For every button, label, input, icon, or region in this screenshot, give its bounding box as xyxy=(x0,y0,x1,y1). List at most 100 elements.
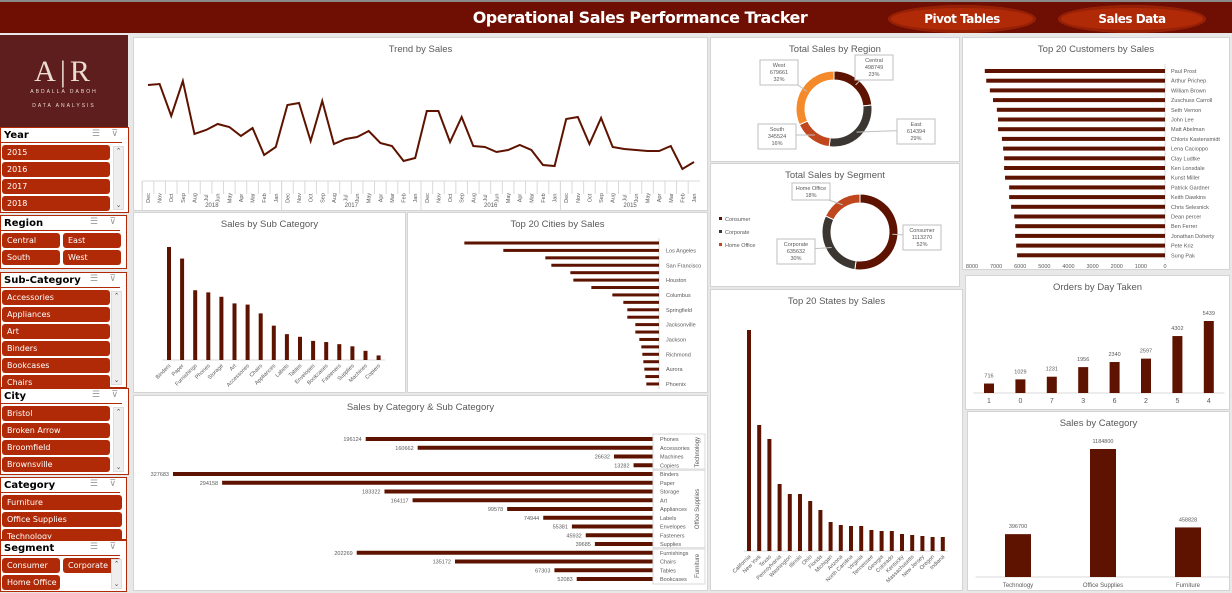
bar xyxy=(298,336,302,360)
multi-select-icon[interactable]: ☰ xyxy=(91,129,100,139)
x-tick-label: 6000 xyxy=(1014,264,1026,269)
slicer-item-2015[interactable]: 2015 xyxy=(2,145,110,160)
clear-filter-icon[interactable]: ⊽ xyxy=(109,217,116,227)
slice-label: East xyxy=(910,122,921,128)
bar xyxy=(828,522,833,551)
donut-slice-corporate xyxy=(821,215,857,271)
clear-filter-icon[interactable]: ⊽ xyxy=(111,390,118,400)
slicer-item-technology[interactable]: Technology xyxy=(2,529,122,539)
legend-swatch xyxy=(719,243,722,246)
slicer-item-corporate[interactable]: Corporate xyxy=(63,558,121,573)
customer-label: Clay Ludtke xyxy=(1171,156,1200,162)
slicer-title: Category xyxy=(4,480,56,491)
month-label: Nov xyxy=(297,193,303,203)
bar xyxy=(639,337,659,341)
customer-label: William Brown xyxy=(1171,88,1206,94)
scroll-up-icon[interactable]: ⌃ xyxy=(113,293,120,300)
scroll-down-icon[interactable]: ⌄ xyxy=(115,202,122,209)
logo-tagline: DATA ANALYSIS xyxy=(32,103,96,109)
bar xyxy=(1172,336,1183,393)
clear-filter-icon[interactable]: ⊽ xyxy=(111,129,118,139)
subcategory-label: Furnishings xyxy=(660,551,689,557)
slicer-scrollbar[interactable]: ⌃ ⌄ xyxy=(111,291,122,385)
slicer-item-central[interactable]: Central xyxy=(2,233,60,248)
pivot-tables-button[interactable]: Pivot Tables xyxy=(888,5,1036,33)
slicer-item-broken-arrow[interactable]: Broken Arrow xyxy=(2,423,110,438)
bar xyxy=(646,382,659,386)
bar xyxy=(920,536,925,551)
bar xyxy=(996,107,1165,112)
bar xyxy=(1014,214,1165,219)
slicer-header: Region ☰ ⊽ xyxy=(1,216,120,231)
legend-label: Consumer xyxy=(725,217,751,223)
data-label: 26632 xyxy=(595,455,610,461)
month-label: Dec xyxy=(564,193,570,203)
data-label-box xyxy=(902,224,942,251)
chart-title: Sales by Category & Sub Category xyxy=(347,402,495,413)
slicer-item-appliances[interactable]: Appliances xyxy=(2,307,110,322)
slicer-item-home-office[interactable]: Home Office xyxy=(2,575,60,590)
multi-select-icon[interactable]: ☰ xyxy=(89,217,98,227)
data-label: 2340 xyxy=(1108,352,1120,358)
slicer-scrollbar[interactable]: ⌃ ⌄ xyxy=(113,407,124,472)
slicer-item-2017[interactable]: 2017 xyxy=(2,179,110,194)
slice-label: Central xyxy=(865,58,883,64)
scroll-up-icon[interactable]: ⌃ xyxy=(115,409,122,416)
scroll-down-icon[interactable]: ⌄ xyxy=(113,377,120,384)
month-label: Jun xyxy=(355,194,361,203)
scroll-down-icon[interactable]: ⌄ xyxy=(113,581,120,588)
bar xyxy=(989,88,1165,93)
customer-label: Ben Ferrer xyxy=(1171,224,1197,230)
slicer-scrollbar[interactable]: ⌃ ⌄ xyxy=(113,146,124,210)
slicer-item-west[interactable]: West xyxy=(63,250,121,265)
bar xyxy=(507,507,653,511)
city-label: Springfield xyxy=(666,308,692,314)
slicer-title: Segment xyxy=(4,543,55,554)
bar xyxy=(859,526,864,551)
slicer-item-brownsville[interactable]: Brownsville xyxy=(2,457,110,472)
month-label: Aug xyxy=(471,193,477,203)
bar xyxy=(627,308,659,312)
bar xyxy=(798,494,802,551)
multi-select-icon[interactable]: ☰ xyxy=(91,390,100,400)
bar xyxy=(1003,146,1165,151)
multi-select-icon[interactable]: ☰ xyxy=(89,479,98,489)
slicer-item-art[interactable]: Art xyxy=(2,324,110,339)
data-label: 74944 xyxy=(524,516,539,522)
slicer-item-south[interactable]: South xyxy=(2,250,60,265)
city-label: Jackson xyxy=(666,337,686,343)
subcategory-label: Copiers xyxy=(660,463,679,469)
slicer-item-chairs[interactable]: Chairs xyxy=(2,375,110,387)
year-label: 2016 xyxy=(484,203,498,209)
month-label: Feb xyxy=(402,193,408,202)
slicer-item-accessories[interactable]: Accessories xyxy=(2,290,110,305)
slicer-item-2018[interactable]: 2018 xyxy=(2,196,110,211)
slicer-item-bookcases[interactable]: Bookcases xyxy=(2,358,110,373)
bar xyxy=(464,241,659,245)
bar xyxy=(645,375,659,379)
customer-label: Lena Cacioppo xyxy=(1171,147,1208,153)
scroll-down-icon[interactable]: ⌄ xyxy=(115,464,122,471)
clear-filter-icon[interactable]: ⊽ xyxy=(109,479,116,489)
multi-select-icon[interactable]: ☰ xyxy=(89,274,98,284)
bar xyxy=(554,568,653,573)
slicer-item-2016[interactable]: 2016 xyxy=(2,162,110,177)
scroll-up-icon[interactable]: ⌃ xyxy=(113,561,120,568)
slicer-item-broomfield[interactable]: Broomfield xyxy=(2,440,110,455)
subcategory-slicer: Sub-Category ☰ ⊽ Accessories Appliances Art Bi… xyxy=(0,272,127,388)
bar xyxy=(180,258,185,360)
slicer-item-binders[interactable]: Binders xyxy=(2,341,110,356)
slicer-scrollbar[interactable]: ⌃ ⌄ xyxy=(111,559,122,589)
clear-filter-icon[interactable]: ⊽ xyxy=(109,542,116,552)
clear-filter-icon[interactable]: ⊽ xyxy=(109,274,116,284)
slicer-item-furniture[interactable]: Furniture xyxy=(2,495,122,510)
sales-data-button[interactable]: Sales Data xyxy=(1058,5,1206,33)
multi-select-icon[interactable]: ☰ xyxy=(89,542,98,552)
bar xyxy=(311,340,316,360)
slicer-item-bristol[interactable]: Bristol xyxy=(2,406,110,421)
slicer-item-consumer[interactable]: Consumer xyxy=(2,558,60,573)
slicer-item-east[interactable]: East xyxy=(63,233,121,248)
slicer-item-office-supplies[interactable]: Office Supplies xyxy=(2,512,122,527)
scroll-up-icon[interactable]: ⌃ xyxy=(115,148,122,155)
